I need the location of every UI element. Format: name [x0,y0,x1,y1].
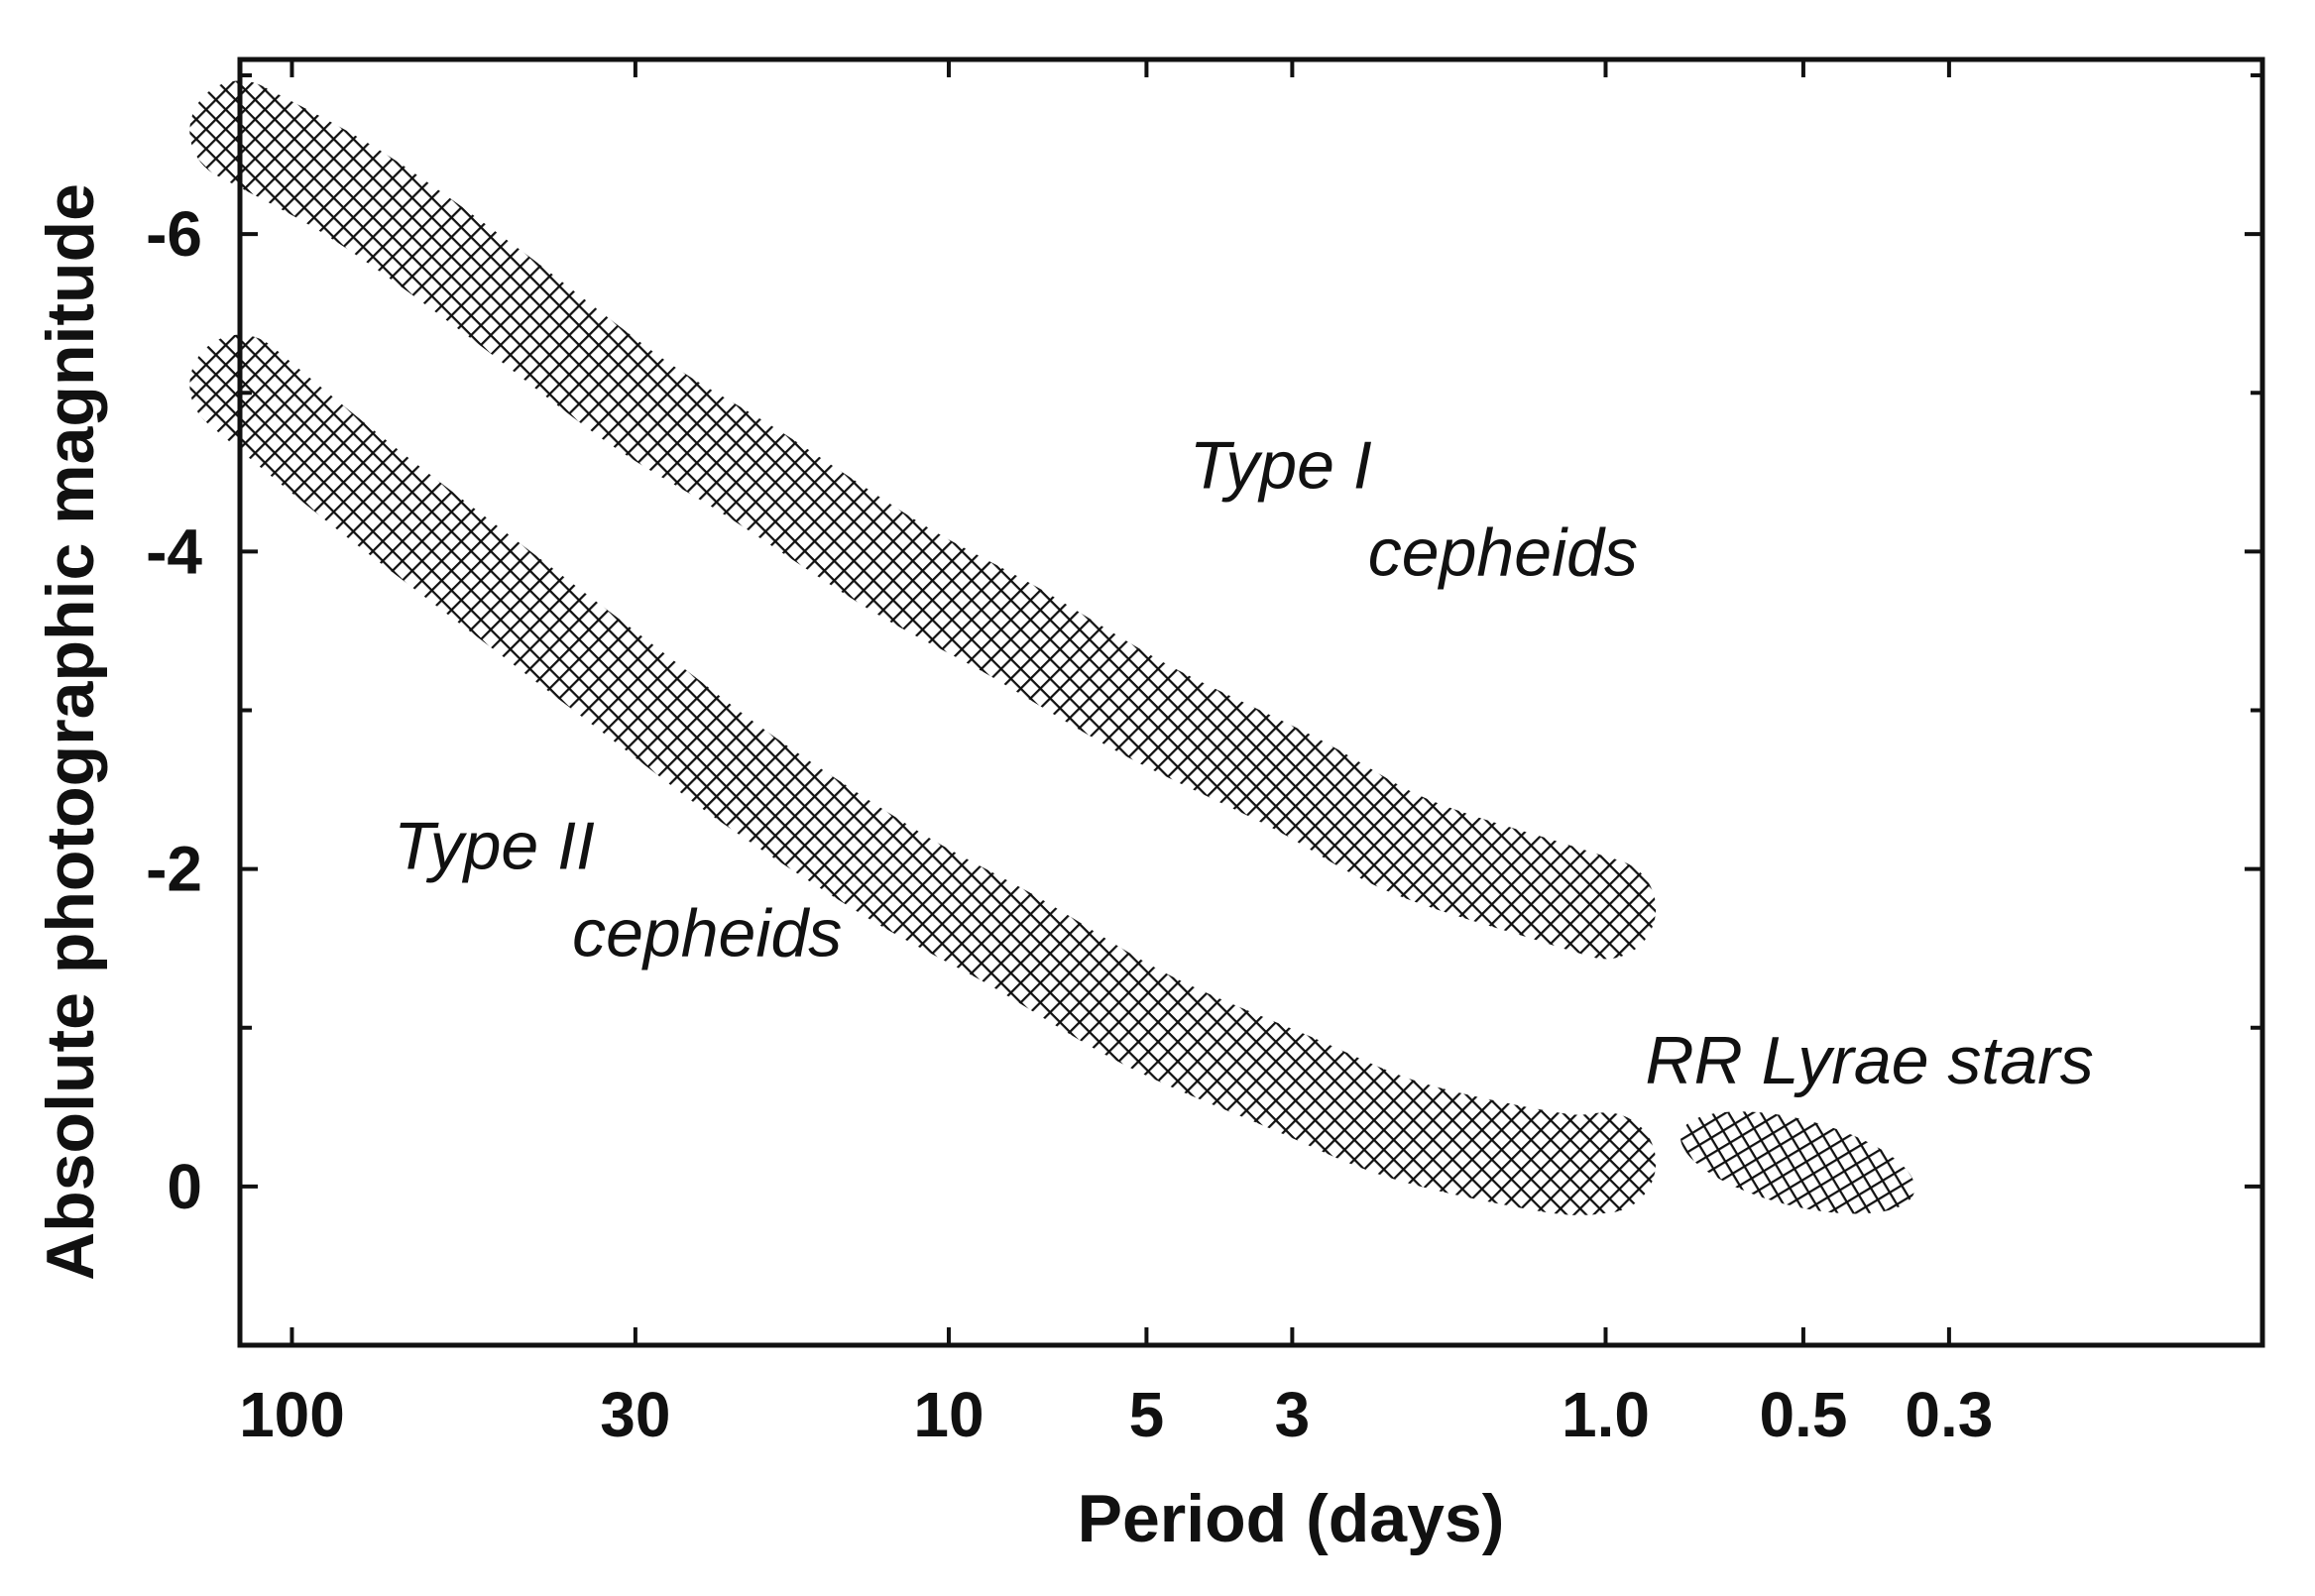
rr-lyrae-region [1680,1111,1915,1214]
y-axis-title: Absolute photographic magnitude [33,183,108,1281]
x-tick-label: 30 [600,1379,670,1450]
annotations: Type I cepheids Type II cepheids RR Lyrae st… [394,427,2094,1097]
y-tick-label: -2 [146,834,202,905]
data-regions [189,80,1915,1215]
annotation-type-ii-cepheids-line-1: cepheids [572,896,842,971]
type-i-cepheids-band [189,80,1657,960]
plot-frame [237,57,2265,1348]
tick-labels: 100 30 10 5 3 1.0 0.5 0.3 -6 -4 -2 0 [146,198,1993,1450]
type-ii-cepheids-band [189,334,1657,1215]
y-tick-label: 0 [167,1151,202,1222]
x-tick-label: 10 [913,1379,984,1450]
annotation-rr-lyrae-stars-line-0: RR Lyrae stars [1646,1023,2094,1098]
x-tick-label: 0.3 [1905,1379,1993,1450]
y-tick-label: -4 [146,515,202,587]
annotation-type-i-cepheids-line-1: cepheids [1368,514,1638,590]
x-tick-label: 3 [1275,1379,1311,1450]
x-tick-label: 5 [1129,1379,1165,1450]
y-tick-label: -6 [146,198,202,270]
annotation-type-i-cepheids-line-0: Type I [1190,427,1372,503]
x-tick-label: 100 [239,1379,345,1450]
x-tick-label: 1.0 [1562,1379,1650,1450]
annotation-type-ii-cepheids-line-0: Type II [394,809,595,884]
axis-ticks [240,59,2262,1345]
x-axis-title: Period (days) [1078,1481,1505,1556]
x-tick-label: 0.5 [1759,1379,1847,1450]
